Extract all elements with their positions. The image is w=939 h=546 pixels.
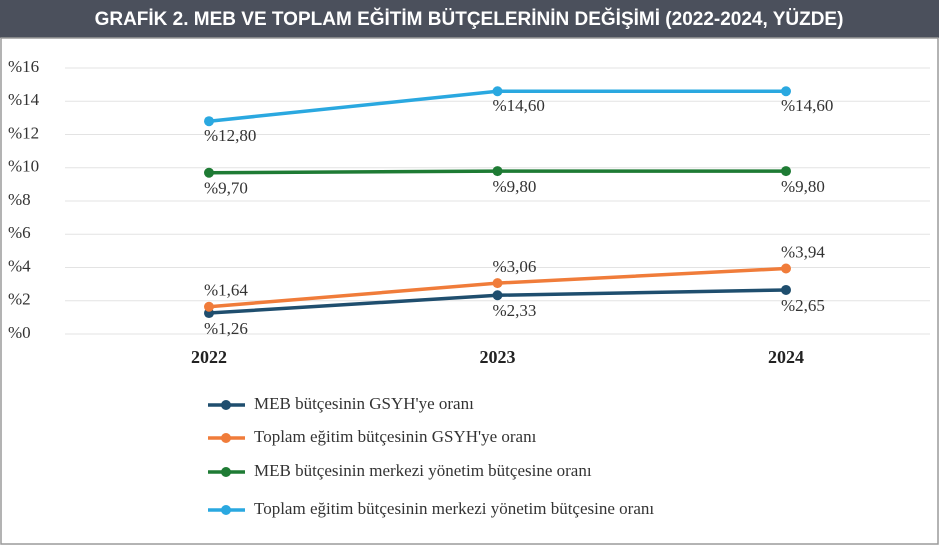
y-tick-label: %6 [8,223,31,242]
data-label: %2,33 [493,301,537,320]
data-label: %14,60 [493,96,545,115]
legend-marker [221,433,231,443]
data-label: %9,80 [781,177,825,196]
data-label: %3,94 [781,242,825,261]
y-tick-label: %0 [8,323,31,342]
chart-title: GRAFİK 2. MEB VE TOPLAM EĞİTİM BÜTÇELERİ… [95,8,844,30]
x-tick-label: 2022 [191,347,227,367]
legend-label: Toplam eğitim bütçesinin GSYH'ye oranı [254,427,537,446]
data-label: %1,64 [204,281,248,300]
data-label: %2,65 [781,296,825,315]
data-label: %1,26 [204,319,248,338]
y-tick-label: %12 [8,123,39,142]
y-tick-label: %10 [8,157,39,176]
point [781,263,791,274]
legend-label: Toplam eğitim bütçesinin merkezi yönetim… [254,499,654,518]
point [781,166,791,177]
point [781,86,791,97]
y-tick-label: %8 [8,190,31,209]
point [492,278,503,289]
legend-marker [221,400,231,410]
data-label: %9,70 [204,179,248,198]
y-tick-label: %16 [8,57,39,76]
data-label: %9,80 [493,177,537,196]
point [492,166,503,177]
legend-marker [221,505,231,515]
point [492,86,503,97]
point [204,116,214,127]
frame [0,37,939,545]
legend-label: MEB bütçesinin GSYH'ye oranı [254,394,474,413]
data-label: %3,06 [493,257,537,276]
y-tick-label: %4 [8,256,31,275]
point [204,301,214,312]
y-tick-label: %14 [8,90,40,109]
y-tick-label: %2 [8,290,31,309]
point [781,284,791,295]
x-tick-label: 2023 [480,347,516,367]
data-label: %12,80 [204,126,256,145]
legend-label: MEB bütçesinin merkezi yönetim bütçesine… [254,461,592,480]
point [492,290,503,301]
legend-marker [221,467,231,477]
point [204,167,214,178]
data-label: %14,60 [781,96,833,115]
x-tick-label: 2024 [768,347,804,367]
title-bar [0,0,939,38]
